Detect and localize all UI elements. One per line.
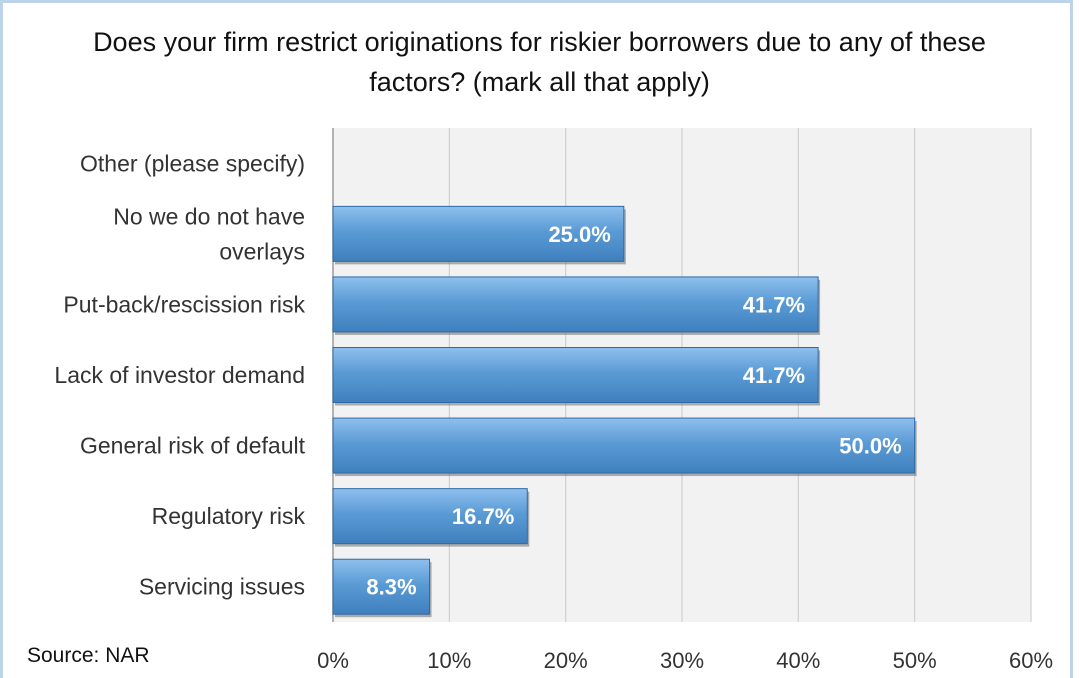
- x-tick-label: 10%: [427, 648, 471, 673]
- x-tick-label: 60%: [1009, 648, 1053, 673]
- bar: [332, 276, 819, 333]
- category-label: Other (please specify): [80, 150, 305, 176]
- data-label: 41.7%: [743, 292, 805, 317]
- x-tick-label: 30%: [660, 648, 704, 673]
- bar: [332, 205, 625, 262]
- x-tick-label: 40%: [776, 648, 820, 673]
- category-label: Put-back/rescission risk: [63, 291, 305, 317]
- data-label: 50.0%: [839, 434, 901, 459]
- data-label: 8.3%: [366, 575, 416, 600]
- category-label: Regulatory risk: [152, 503, 306, 529]
- bar: [332, 347, 819, 403]
- category-labels: Other (please specify) No we do not have o…: [54, 150, 305, 599]
- category-label: General risk of default: [80, 433, 306, 459]
- bar: [332, 417, 916, 474]
- source-note: Source: NAR: [27, 644, 150, 667]
- category-label: Servicing issues: [139, 574, 305, 600]
- data-labels: 25.0% 41.7% 41.7% 50.0% 16.7% 8.3%: [366, 222, 901, 600]
- bars: [332, 205, 917, 618]
- category-label: Lack of investor demand: [54, 362, 305, 388]
- bar: [332, 488, 528, 545]
- data-label: 41.7%: [743, 363, 805, 388]
- x-tick-labels: 0% 10% 20% 30% 40% 50% 60%: [317, 648, 1053, 673]
- data-label: 16.7%: [452, 504, 514, 529]
- bar: [332, 558, 431, 615]
- category-label: No we do not have: [113, 203, 305, 229]
- x-tick-label: 50%: [893, 648, 937, 673]
- chart-title: Does your firm restrict originations for…: [93, 27, 986, 97]
- data-label: 25.0%: [548, 222, 610, 247]
- x-tick-label: 20%: [544, 648, 588, 673]
- x-tick-label: 0%: [317, 648, 349, 673]
- category-label: overlays: [219, 238, 305, 264]
